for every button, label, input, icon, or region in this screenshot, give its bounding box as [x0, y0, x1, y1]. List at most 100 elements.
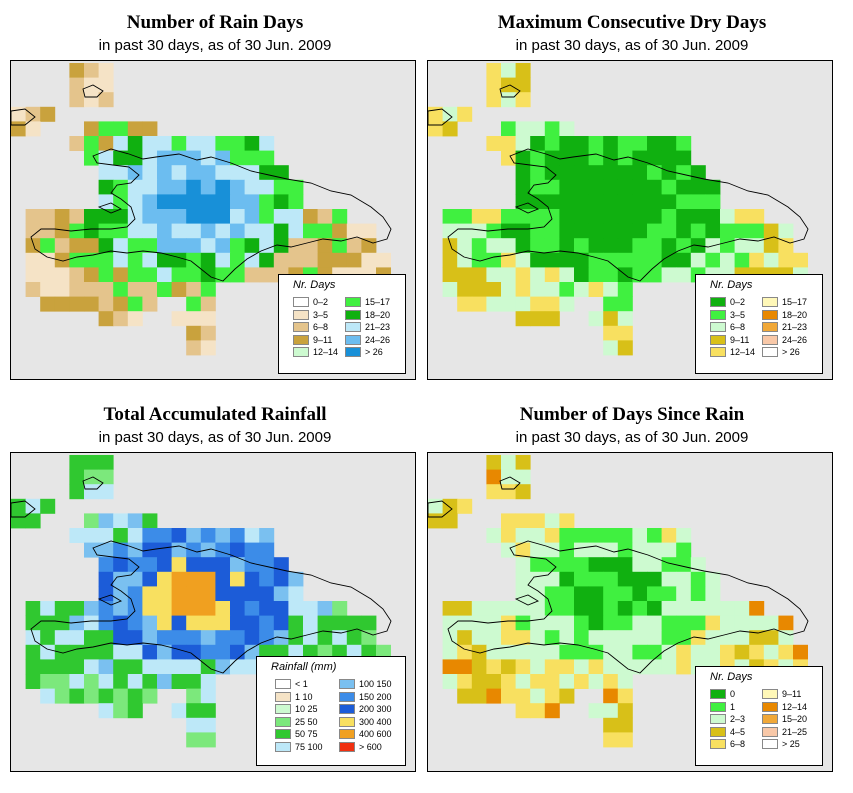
grid-cell [676, 267, 692, 283]
grid-cell [734, 644, 750, 660]
grid-cell [171, 150, 187, 166]
grid-cell [501, 238, 516, 254]
grid-cell [588, 586, 604, 602]
grid-cell [259, 557, 275, 573]
grid-cell [603, 267, 619, 283]
grid-cell [40, 282, 56, 297]
grid-cell [259, 150, 275, 166]
legend-label: < 1 [295, 679, 308, 689]
grid-cell [244, 659, 260, 675]
grid-cell [486, 601, 502, 616]
grid-cell [230, 267, 245, 283]
legend-swatch [275, 729, 291, 739]
grid-cell [273, 179, 289, 195]
grid-cell [705, 644, 721, 660]
grid-cell [54, 296, 70, 312]
legend: Nr. Days 0–2 3–5 6–8 9–11 12–14 15–17 18–20 21–… [695, 274, 823, 374]
grid-cell [647, 136, 662, 151]
panel-subtitle: in past 30 days, as of 30 Jun. 2009 [98, 429, 332, 446]
grid-cell [676, 238, 692, 254]
grid-cell [186, 311, 202, 327]
grid-cell [515, 469, 531, 485]
grid-cell [690, 194, 706, 210]
grid-cell [98, 571, 114, 587]
grid-cell [186, 659, 202, 675]
grid-cell [603, 136, 619, 151]
grid-cell [778, 644, 794, 660]
legend-swatch [762, 689, 778, 699]
grid-cell [113, 165, 129, 181]
grid-cell [471, 296, 487, 312]
grid-cell [98, 528, 114, 543]
legend-label: 3–5 [730, 309, 746, 320]
grid-cell [749, 630, 765, 646]
grid-cell [113, 644, 129, 660]
grid-cell [457, 238, 473, 254]
grid-cell [617, 282, 633, 297]
grid-cell [690, 644, 706, 660]
grid-cell [113, 209, 129, 224]
grid-cell [544, 674, 560, 689]
grid-cell [98, 659, 114, 675]
grid-cell [632, 542, 648, 558]
grid-cell [40, 630, 56, 646]
grid-cell [471, 615, 487, 631]
grid-cell [603, 311, 619, 327]
grid-cell [157, 674, 172, 689]
grid-cell [559, 557, 575, 573]
grid-cell [574, 282, 589, 297]
grid-cell [127, 703, 143, 719]
grid-cell [244, 223, 260, 239]
grid-cell [273, 586, 289, 602]
grid-cell [471, 238, 487, 254]
grid-cell [113, 703, 129, 719]
grid-cell [559, 513, 575, 529]
grid-cell [544, 703, 560, 719]
grid-cell [457, 252, 473, 268]
grid-cell [574, 571, 589, 587]
grid-cell [501, 252, 516, 268]
grid-cell [457, 601, 473, 616]
grid-cell [40, 674, 56, 689]
legend-label: 24–26 [365, 334, 391, 345]
grid-cell [25, 513, 41, 529]
grid-cell [230, 165, 245, 181]
grid-cell [661, 528, 677, 543]
grid-cell [617, 644, 633, 660]
grid-cell [332, 238, 348, 254]
grid-cell [127, 674, 143, 689]
grid-cell [530, 209, 546, 224]
grid-cell [617, 223, 633, 239]
grid-cell [632, 150, 648, 166]
grid-cell [690, 252, 706, 268]
grid-cell [559, 238, 575, 254]
grid-cell [705, 209, 721, 224]
grid-cell [186, 194, 202, 210]
grid-cell [157, 150, 172, 166]
grid-cell [588, 282, 604, 297]
grid-cell [501, 601, 516, 616]
grid-cell [705, 571, 721, 587]
grid-cell [457, 659, 473, 675]
grid-cell [515, 484, 531, 500]
grid-cell [661, 238, 677, 254]
grid-cell [690, 586, 706, 602]
grid-cell [442, 282, 458, 297]
grid-cell [603, 179, 619, 195]
grid-cell [603, 528, 619, 543]
grid-cell [230, 644, 245, 660]
grid-cell [530, 150, 546, 166]
grid-cell [332, 615, 348, 631]
grid-cell [574, 136, 589, 151]
grid-cell [442, 659, 458, 675]
grid-cell [84, 77, 99, 93]
grid-cell [84, 209, 99, 224]
grid-cell [69, 615, 85, 631]
grid-cell [603, 542, 619, 558]
legend-label: 12–14 [782, 701, 808, 712]
grid-cell [69, 484, 85, 500]
grid-cell [230, 252, 245, 268]
grid-cell [544, 644, 560, 660]
grid-cell [361, 252, 377, 268]
grid-cell [457, 644, 473, 660]
